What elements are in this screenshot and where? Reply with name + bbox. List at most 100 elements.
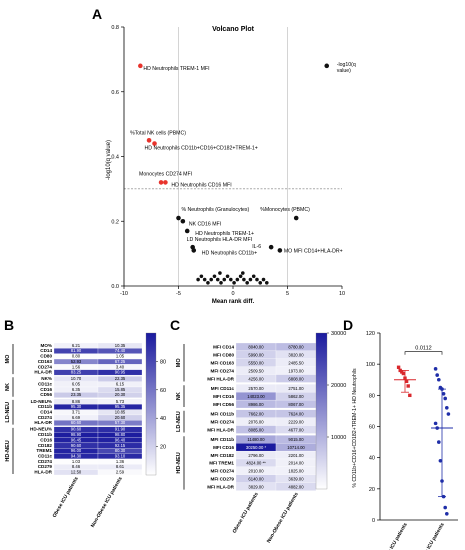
volcano-point-label: MO MFI CD14+HLA-DR+ <box>284 248 343 254</box>
heatmap-b-row-label: CD14 <box>40 348 52 353</box>
volcano-point <box>222 277 227 282</box>
heatmap-b-row-label: CD163 <box>38 359 53 364</box>
heatmap-c-row-label: MFI CD163 <box>211 360 235 365</box>
heatmap-b-row-label: CD11c <box>38 382 52 387</box>
heatmap-c-cell-value: 4824.00 ** <box>246 461 266 466</box>
volcano-point <box>238 274 243 279</box>
heatmap-b-row-label: MO% <box>41 343 52 348</box>
heatmap-b-group-label: HD-NEU <box>5 440 11 461</box>
volcano-point <box>146 138 152 143</box>
volcano-point-label: HD Neutrophils CD11b+ <box>202 250 257 256</box>
heatmap-percent: MO NK LD-NEU HD-NEU MO% 6.21 10.35 CD14 81.90 74.… <box>5 332 166 529</box>
heatmap-b-cell-value: 92.15 <box>115 443 126 448</box>
dot-plot-point <box>437 377 441 382</box>
dot-plot-y-tick-label: 40 <box>369 456 375 462</box>
volcano-point-label: HD Neutrophils TREM-1 MFI <box>143 66 209 72</box>
volcano-point <box>163 180 168 185</box>
volcano-point-label: HD Neutrophils TREM-1+ <box>195 231 254 237</box>
heatmap-b-cell-value: 93.10 <box>115 453 126 458</box>
volcano-x-tick-label: 5 <box>286 291 289 297</box>
heatmap-b-cell-value: 81.90 <box>71 348 82 353</box>
heatmap-b-cell <box>97 469 143 476</box>
volcano-point <box>232 280 236 285</box>
heatmap-b-cell <box>97 392 143 398</box>
heatmap-mfi: MO NK LD-NEU HD-NEU MFI CD14 8040.00 8780.00 MF… <box>176 331 346 544</box>
heatmap-b-row-label: CD16 <box>40 437 52 442</box>
volcano-x-axis-label: Mean rank diff. <box>212 299 255 305</box>
heatmap-c-scale-label: 30000 <box>331 331 346 337</box>
heatmap-b-row-label: TREM1 <box>36 448 52 453</box>
panel-letter-d: D <box>343 317 353 333</box>
heatmap-b-cell-value: 6.21 <box>72 343 81 348</box>
dot-plot-point <box>441 494 446 499</box>
heatmap-b-scale-label: 80 <box>160 359 166 365</box>
heatmap-c-cell-value: 5862.00 <box>288 394 304 399</box>
heatmap-b-color-bar <box>145 332 157 476</box>
heatmap-b-cell-value: 22.35 <box>115 376 126 381</box>
heatmap-c-cell-value: 4882.00 <box>288 484 304 489</box>
heatmap-b-cell-value: 8.61 <box>116 464 125 469</box>
heatmap-b-cell-value: 94.30 <box>71 453 82 458</box>
volcano-point <box>255 277 259 282</box>
heatmap-c-cell-value: 8780.00 <box>288 345 304 350</box>
volcano-x-tick-label: -10 <box>120 291 128 297</box>
volcano-point <box>180 218 186 224</box>
volcano-point <box>199 274 204 279</box>
heatmap-c-row-label: MFI TREM1 <box>209 461 234 466</box>
volcano-x-tick-label: 10 <box>339 291 345 297</box>
heatmap-c-cell-value: 2485.50 <box>288 360 304 365</box>
volcano-point <box>152 141 157 146</box>
volcano-y-tick-label: 0.6 <box>111 90 119 96</box>
volcano-point <box>277 248 283 253</box>
heatmap-c-cell-value: 2201.00 <box>288 453 304 458</box>
volcano-title: Volcano Plot <box>212 26 255 33</box>
dot-plot-point <box>408 393 412 398</box>
heatmap-c-row-label: MFI CD279 <box>211 476 235 481</box>
volcano-plot: Volcano Plot -log10(q value) Mean rank d… <box>106 25 356 305</box>
heatmap-b-cell-value: 83.25 <box>71 370 82 375</box>
heatmap-c-scale-label: 20000 <box>331 383 346 389</box>
heatmap-b-cell <box>97 369 143 376</box>
volcano-y-tick-label: 0.2 <box>111 219 119 225</box>
heatmap-c-cell-value: 4256.00 <box>248 376 264 381</box>
dot-plot-y-tick-label: 0 <box>372 518 375 524</box>
heatmap-c-row-label: MFI CD274 <box>211 469 235 474</box>
heatmap-b-group-label: LD-NEU <box>5 402 11 423</box>
dot-plot-category-label: Non-Obese ICU patients <box>412 522 446 550</box>
heatmap-c-cell-value: 8085.00 <box>248 427 264 432</box>
dot-plot-point <box>445 511 449 516</box>
dot-plot-trem1: % CD11b+CD16+CD182+TREM-1+ HD Neutrophil… <box>352 331 458 550</box>
heatmap-b-cell-value: 6.35 <box>72 387 81 392</box>
dot-plot-point <box>433 367 438 371</box>
volcano-point <box>324 63 330 69</box>
panel-letter-a: A <box>92 6 102 22</box>
heatmap-b-cell-value: 52.93 <box>71 359 82 364</box>
heatmap-c-cell-value: 7624.00 <box>288 411 304 416</box>
volcano-y-axis-label: -log10(q value) <box>106 140 112 180</box>
dot-plot-point <box>404 379 409 384</box>
heatmap-c-cell-value: 3820.00 <box>288 353 304 358</box>
heatmap-c-group-label: LD-NEU <box>176 411 182 432</box>
volcano-point-label: % Neutrophils (Granulocytes) <box>182 207 250 213</box>
dot-plot-point <box>435 426 440 430</box>
volcano-point <box>251 274 256 279</box>
panel-letter-b: B <box>4 317 14 333</box>
dot-plot-point <box>433 421 438 426</box>
volcano-point <box>215 277 220 282</box>
heatmap-c-row-label: MFI CD11b <box>211 437 235 442</box>
heatmap-b-scale-label: 40 <box>160 416 166 422</box>
volcano-point <box>191 248 197 253</box>
volcano-x-tick-label: -5 <box>176 291 181 297</box>
volcano-point <box>209 277 213 282</box>
volcano-y-tick-label: 0.0 <box>111 284 119 290</box>
heatmap-b-scale-label: 60 <box>160 388 166 394</box>
heatmap-b-row-label: CD16 <box>40 387 52 392</box>
heatmap-b-cell-value: 3.71 <box>72 409 81 414</box>
heatmap-b-cell-value: 1.03 <box>72 459 81 464</box>
heatmap-c-row-label: MFI CD14 <box>213 345 234 350</box>
heatmap-b-cell-value: 20.60 <box>115 415 126 420</box>
heatmap-c-row-label: MFI CD16 <box>213 394 234 399</box>
heatmap-b-row-label: HLA-DR <box>34 420 52 425</box>
heatmap-b-row-label: CD11c <box>38 453 52 458</box>
